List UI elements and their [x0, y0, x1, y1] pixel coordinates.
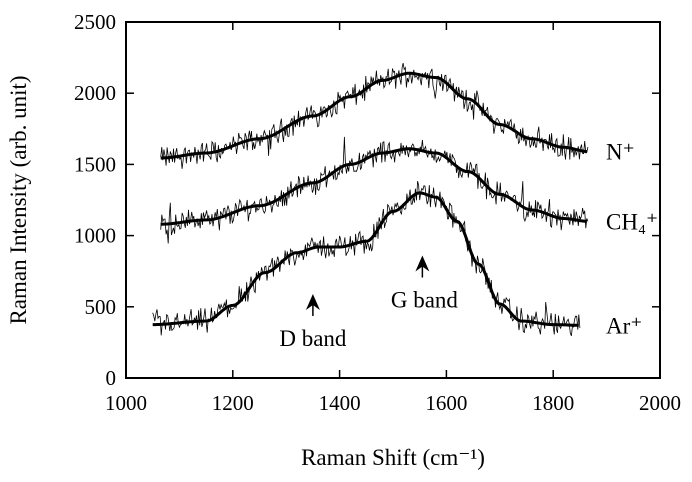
x-tick-label: 1400	[319, 391, 361, 415]
series-raw-trace	[152, 181, 581, 336]
x-tick-label: 1000	[105, 391, 147, 415]
series-label: CH₄⁺	[606, 209, 658, 234]
annotation-layer: D band G band	[279, 255, 459, 351]
x-tick-label: 2000	[639, 391, 681, 415]
series-label: N⁺	[606, 140, 635, 165]
x-tick-label: 1200	[212, 391, 254, 415]
y-tick-label: 2000	[74, 81, 116, 105]
series-layer: N⁺ CH₄⁺ Ar⁺	[152, 63, 658, 338]
y-tick-label: 0	[106, 366, 117, 390]
y-tick-label: 1500	[74, 152, 116, 176]
series-fit-line	[160, 147, 587, 226]
x-tick-label: 1600	[425, 391, 467, 415]
series-fit-line	[152, 191, 579, 327]
annotation-arrow-head	[305, 293, 320, 310]
axis-ticks: 1000 1200 1400 1600 1800 2000 0 500 1000 1500 2000…	[74, 10, 681, 415]
series-label: Ar⁺	[606, 313, 642, 338]
annotation-label: D band	[279, 326, 347, 351]
series-fit-line	[160, 71, 587, 160]
y-tick-label: 1000	[74, 224, 116, 248]
y-tick-label: 2500	[74, 10, 116, 34]
x-axis-title: Raman Shift (cm⁻¹)	[301, 445, 485, 470]
annotation-label: G band	[391, 288, 459, 313]
y-tick-label: 500	[85, 295, 117, 319]
x-tick-label: 1800	[532, 391, 574, 415]
series-raw-trace	[160, 136, 589, 244]
annotation-arrow-head	[415, 255, 430, 272]
y-axis-title: Raman Intensity (arb. unit)	[6, 75, 31, 324]
plot-frame	[125, 21, 661, 379]
